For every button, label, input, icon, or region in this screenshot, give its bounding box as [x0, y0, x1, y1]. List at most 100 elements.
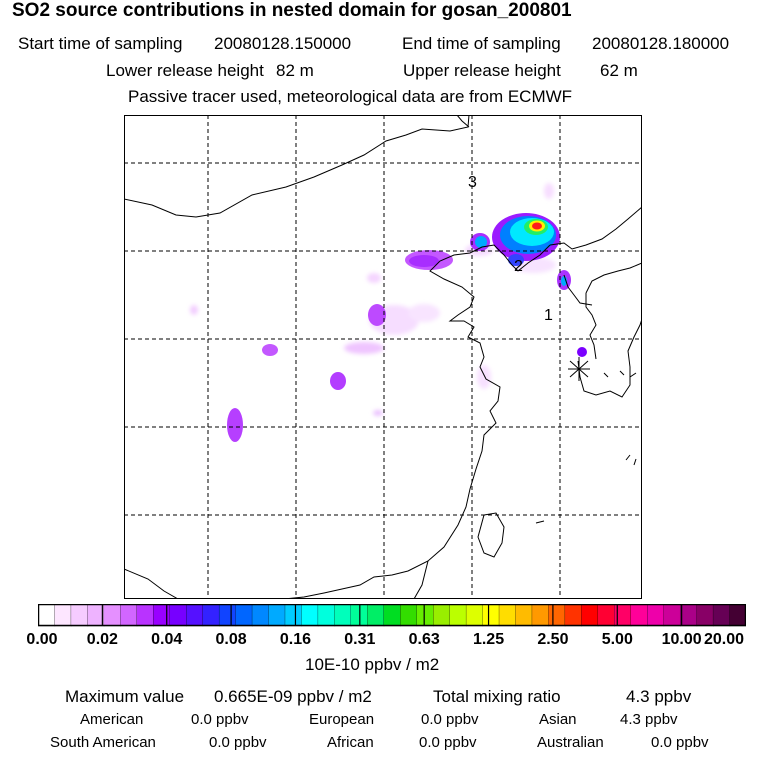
plume-patch — [577, 347, 587, 357]
colorbar-cell — [169, 604, 187, 627]
lower-height-label: Lower release height — [106, 61, 264, 80]
page-title: SO2 source contributions in nested domai… — [12, 0, 572, 21]
colorbar-tick-label: 0.31 — [344, 631, 376, 648]
colorbar-cell — [70, 604, 89, 627]
coastlines — [124, 115, 642, 599]
source-contribution-map: 1 2 3 — [124, 115, 642, 599]
upper-height-label: Upper release height — [403, 61, 561, 80]
colorbar-tick-label: 2.50 — [537, 631, 569, 648]
colorbar-cell — [548, 604, 566, 627]
colorbar-frame — [38, 604, 746, 627]
colorbar-tick-label: 20.00 — [703, 631, 745, 648]
end-time-value: 20080128.180000 — [592, 34, 730, 53]
max-value: 0.665E-09 ppbv / m2 — [214, 687, 372, 706]
colorbar-tick-label: 5.00 — [601, 631, 633, 648]
asian-value: 4.3 ppbv — [620, 711, 678, 728]
map-frame — [124, 115, 642, 599]
plume-patch — [262, 344, 278, 356]
colorbar-tick-label: 0.00 — [26, 631, 58, 648]
plume-patch — [368, 304, 386, 326]
max-value-label: Maximum value — [65, 687, 185, 706]
australian-label: Australian — [537, 734, 604, 751]
australian-value: 0.0 ppbv — [651, 734, 709, 751]
south-american-label: South American — [50, 734, 156, 751]
colorbar-cell — [597, 604, 616, 627]
colorbar-cell — [268, 604, 286, 627]
source-patches — [227, 213, 587, 442]
marker-1: 1 — [544, 307, 553, 324]
colorbar-cell — [498, 604, 517, 627]
colorbar-cell — [218, 604, 237, 627]
marker-3: 3 — [468, 174, 477, 191]
plume-patch — [330, 372, 346, 390]
colorbar-cell — [465, 604, 484, 627]
end-time-label: End time of sampling — [402, 34, 561, 53]
colorbar-cell — [515, 604, 533, 627]
colorbar-cell — [251, 604, 270, 627]
total-mixing-value: 4.3 ppbv — [626, 687, 692, 706]
colorbar-cell — [679, 604, 698, 627]
plume-patch — [409, 255, 439, 267]
colorbar-cell — [136, 604, 155, 627]
colorbar-cell — [120, 604, 138, 627]
colorbar-cell — [729, 604, 746, 627]
plume-faint — [477, 365, 491, 389]
colorbar-cell — [630, 604, 648, 627]
african-value: 0.0 ppbv — [419, 734, 477, 751]
colorbar-cell — [416, 604, 434, 627]
colorbar-cell — [647, 604, 665, 627]
european-label: European — [309, 711, 375, 728]
colorbar-cell — [301, 604, 319, 627]
african-label: African — [327, 734, 374, 751]
colorbar-cell — [712, 604, 731, 627]
colorbar-cell — [482, 604, 500, 627]
marker-2: 2 — [514, 258, 523, 275]
lower-height-value: 82 m — [276, 61, 314, 80]
colorbar-cell — [284, 604, 303, 627]
colorbar-cell — [54, 604, 72, 627]
start-time-value: 20080128.150000 — [214, 34, 352, 53]
colorbar-cell — [449, 604, 467, 627]
colorbar-cell — [696, 604, 714, 627]
plume-faint — [344, 342, 384, 354]
graticule — [124, 115, 642, 599]
colorbar-cell — [564, 604, 583, 627]
colorbar-cell — [367, 604, 385, 627]
colorbar-cell — [334, 604, 352, 627]
colorbar-tick-label: 0.63 — [408, 631, 440, 648]
colorbar-cell — [38, 604, 56, 627]
colorbar-cell — [186, 604, 204, 627]
american-label: American — [80, 711, 144, 728]
colorbar-cell — [400, 604, 418, 627]
asian-label: Asian — [539, 711, 577, 728]
colorbar-cell — [663, 604, 681, 627]
plume-faint — [367, 273, 381, 283]
plume-faint — [373, 410, 383, 416]
plume-patch — [475, 236, 487, 248]
south-american-value: 0.0 ppbv — [209, 734, 267, 751]
plume-layer — [190, 183, 556, 416]
colorbar-tick-label: 10.00 — [661, 631, 702, 648]
colorbar-tick-label: 1.25 — [472, 631, 505, 648]
european-value: 0.0 ppbv — [421, 711, 479, 728]
plume-patch — [508, 254, 524, 266]
colorbar-tick-label: 0.02 — [86, 631, 118, 648]
tracer-note: Passive tracer used, meteorological data… — [128, 87, 573, 106]
upper-height-value: 62 m — [600, 61, 638, 80]
colorbar-cell — [103, 604, 122, 627]
colorbar-unit: 10E-10 ppbv / m2 — [305, 655, 440, 674]
plume-faint — [408, 304, 440, 322]
colorbar-cell — [531, 604, 550, 627]
total-mixing-label: Total mixing ratio — [433, 687, 561, 706]
colorbar-cell — [581, 604, 599, 627]
colorbar-cell — [317, 604, 336, 627]
colorbar-cell — [383, 604, 401, 627]
plume-patch — [227, 408, 243, 442]
american-value: 0.0 ppbv — [191, 711, 249, 728]
start-time-label: Start time of sampling — [18, 34, 183, 53]
colorbar-tick-label: 0.16 — [279, 631, 312, 648]
colorbar — [38, 604, 746, 627]
colorbar-tick-label: 0.08 — [215, 631, 247, 648]
colorbar-cell — [202, 604, 220, 627]
plume-faint — [544, 183, 554, 199]
